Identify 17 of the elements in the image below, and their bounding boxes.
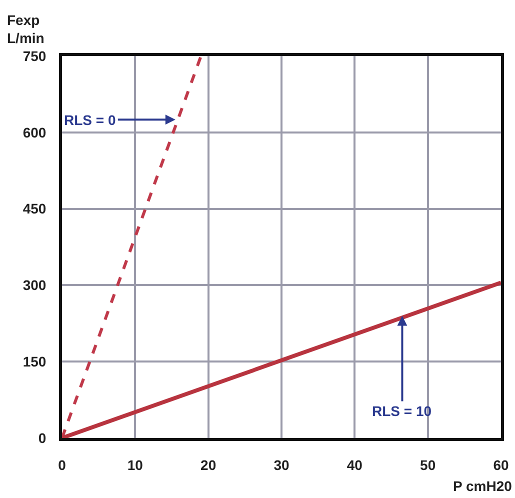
x-tick-label: 40 bbox=[346, 456, 363, 473]
y-tick-label: 300 bbox=[22, 277, 46, 294]
y-axis-title: Fexp L/min bbox=[7, 12, 44, 46]
annotation: RLS = 0 bbox=[64, 112, 116, 128]
x-tick-label: 30 bbox=[274, 456, 290, 473]
y-tick-label: 0 bbox=[38, 430, 46, 446]
x-tick-label: 10 bbox=[127, 456, 144, 473]
x-tick-label: 50 bbox=[420, 456, 436, 473]
x-tick-label: 0 bbox=[58, 456, 66, 473]
x-tick-label: 20 bbox=[200, 456, 216, 473]
x-tick-label: 60 bbox=[493, 456, 509, 473]
y-tick-label: 150 bbox=[22, 354, 46, 370]
y-tick-label: 750 bbox=[22, 48, 46, 64]
y-tick-label: 450 bbox=[22, 200, 46, 217]
y-tick-label: 600 bbox=[22, 124, 46, 140]
x-axis-title: P cmH20 bbox=[453, 478, 512, 494]
annotation: RLS = 10 bbox=[372, 403, 432, 419]
